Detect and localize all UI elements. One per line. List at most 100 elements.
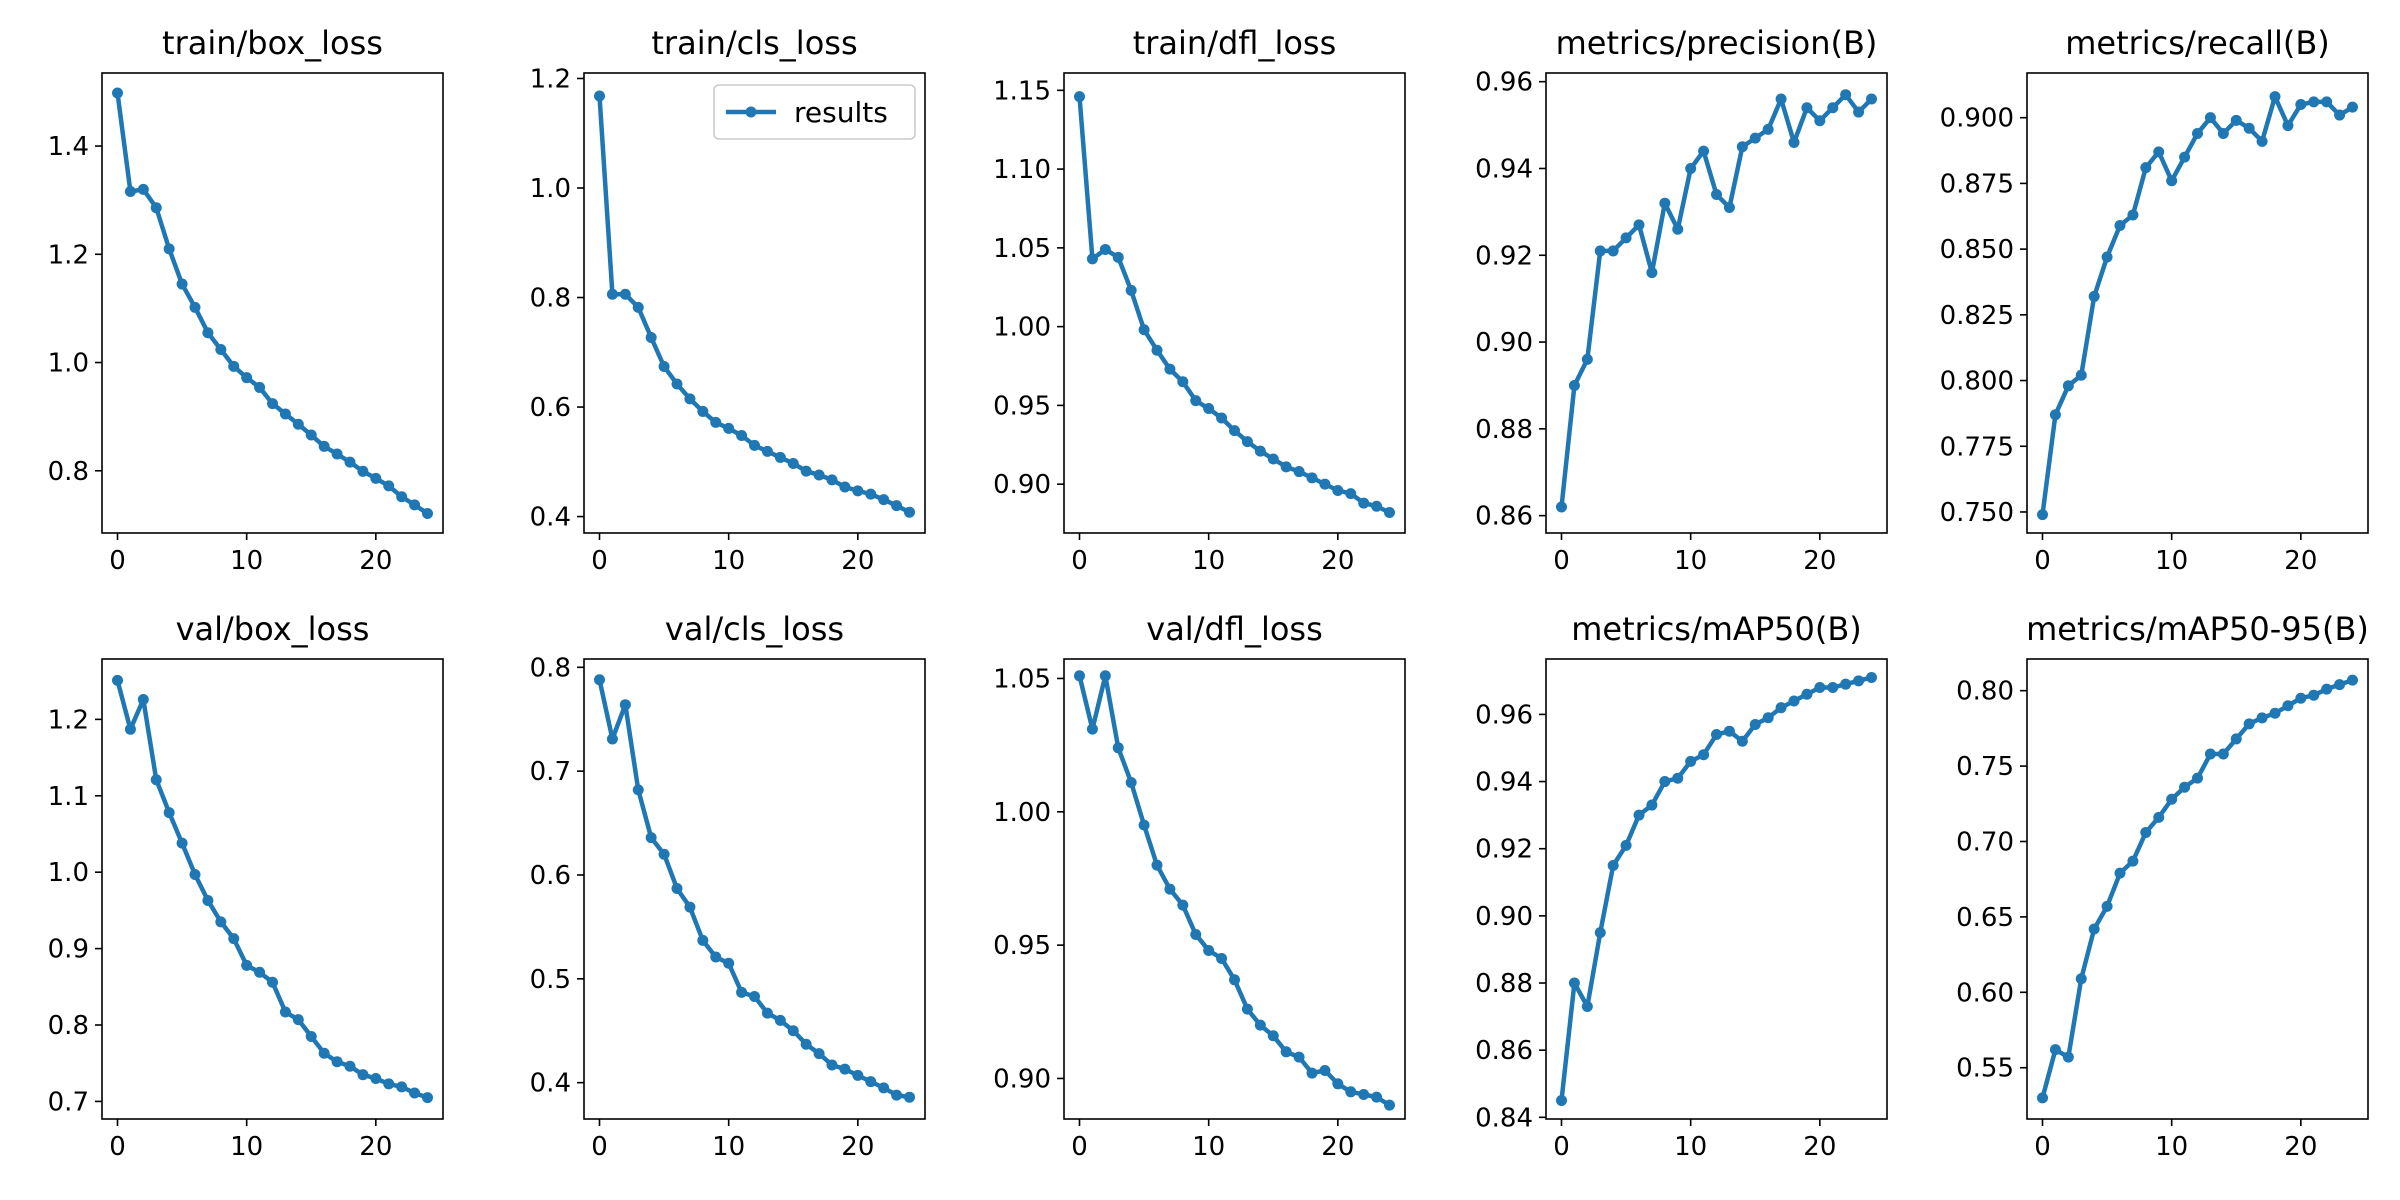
axes-frame bbox=[101, 72, 444, 534]
subplot-title: train/dfl_loss bbox=[1133, 24, 1337, 62]
data-point bbox=[370, 472, 382, 484]
data-point bbox=[1685, 162, 1697, 174]
data-point bbox=[1775, 702, 1787, 714]
data-point bbox=[1698, 145, 1710, 157]
data-point bbox=[1241, 1003, 1253, 1015]
data-point bbox=[645, 832, 657, 844]
data-point bbox=[684, 393, 696, 405]
data-point bbox=[1280, 461, 1292, 473]
subplot-5: metrics/recall(B) 0 10 20 0.750 0.775 0.800 0.8… bbox=[1940, 24, 2369, 576]
series-line bbox=[597, 679, 910, 1100]
data-point bbox=[2230, 733, 2242, 745]
y-tick-label: 0.6 bbox=[530, 861, 571, 891]
data-point bbox=[1254, 1019, 1266, 1031]
data-point bbox=[2204, 112, 2216, 124]
data-point bbox=[723, 422, 735, 434]
y-tick-label: 0.4 bbox=[530, 503, 571, 533]
x-tick-label: 0 bbox=[109, 546, 126, 576]
data-point bbox=[1345, 1086, 1357, 1098]
data-point bbox=[1788, 695, 1800, 707]
data-point bbox=[1698, 749, 1710, 761]
data-point bbox=[344, 1060, 356, 1072]
data-point bbox=[2101, 900, 2113, 912]
data-point bbox=[1229, 425, 1240, 437]
y-tick-label: 0.55 bbox=[1956, 1054, 2014, 1084]
data-point bbox=[279, 408, 291, 420]
data-point bbox=[2321, 683, 2333, 695]
data-point bbox=[710, 951, 722, 963]
data-point bbox=[2295, 99, 2307, 111]
x-tick-label: 20 bbox=[1321, 1132, 1354, 1162]
data-point bbox=[736, 430, 748, 442]
data-point bbox=[383, 480, 395, 492]
data-point bbox=[2088, 923, 2100, 935]
series-line bbox=[1559, 675, 1873, 1101]
y-tick-label: 0.775 bbox=[1940, 432, 2014, 462]
data-point bbox=[787, 457, 799, 469]
x-tick-label: 0 bbox=[591, 546, 608, 576]
data-point bbox=[241, 959, 253, 971]
data-point bbox=[671, 378, 683, 390]
data-point bbox=[1646, 267, 1658, 279]
subplot-title: val/box_loss bbox=[176, 610, 370, 648]
data-point bbox=[723, 957, 735, 969]
y-tick-label: 1.0 bbox=[48, 349, 89, 379]
data-point bbox=[1827, 682, 1839, 694]
axes-frame bbox=[2026, 658, 2369, 1120]
data-point bbox=[1646, 799, 1658, 811]
data-point bbox=[865, 488, 877, 500]
y-tick-label: 1.2 bbox=[530, 64, 571, 94]
data-point bbox=[1736, 735, 1748, 747]
data-point bbox=[2140, 162, 2152, 174]
data-point bbox=[2347, 101, 2358, 113]
data-point bbox=[1749, 718, 1761, 730]
data-point bbox=[383, 1078, 395, 1090]
data-point bbox=[1620, 839, 1632, 851]
x-tick-label: 20 bbox=[359, 1132, 392, 1162]
data-point bbox=[2269, 707, 2281, 719]
data-point bbox=[163, 243, 175, 255]
axes-frame bbox=[1545, 72, 1888, 534]
data-point bbox=[1332, 484, 1344, 496]
data-point bbox=[2204, 748, 2216, 760]
data-point bbox=[1827, 102, 1839, 114]
data-point bbox=[826, 1059, 838, 1071]
series-line bbox=[1559, 92, 1874, 508]
data-point bbox=[1280, 1046, 1292, 1058]
data-point bbox=[1581, 353, 1593, 365]
data-point bbox=[1267, 1030, 1279, 1042]
y-tick-label: 0.9 bbox=[48, 935, 89, 965]
data-point bbox=[852, 485, 864, 497]
data-point bbox=[344, 456, 356, 468]
y-tick-label: 0.95 bbox=[993, 391, 1051, 421]
data-point bbox=[1125, 776, 1137, 788]
data-point bbox=[2049, 409, 2061, 421]
data-point bbox=[2179, 781, 2191, 793]
y-tick-label: 0.90 bbox=[993, 470, 1051, 500]
data-point bbox=[710, 416, 722, 428]
data-point bbox=[422, 1092, 433, 1104]
data-point bbox=[1177, 376, 1189, 388]
data-point bbox=[1203, 403, 1215, 415]
data-point bbox=[645, 332, 657, 343]
data-point bbox=[2321, 96, 2333, 108]
data-point bbox=[2217, 748, 2229, 760]
axes-frame bbox=[1545, 658, 1888, 1120]
data-point bbox=[800, 1038, 812, 1050]
y-tick-label: 0.4 bbox=[530, 1069, 571, 1099]
y-tick-label: 0.6 bbox=[530, 393, 571, 423]
y-tick-label: 0.8 bbox=[48, 1011, 89, 1041]
subplot-9: metrics/mAP50(B) 0 10 20 0.84 0.86 0.88 0.90 0.9… bbox=[1475, 610, 1888, 1162]
y-tick-label: 0.875 bbox=[1940, 169, 2014, 199]
data-point bbox=[2101, 251, 2113, 263]
data-point bbox=[2347, 674, 2358, 686]
data-point bbox=[749, 990, 760, 1002]
data-point bbox=[1293, 1051, 1305, 1063]
series-line bbox=[1077, 673, 1391, 1108]
y-tick-label: 0.70 bbox=[1956, 827, 2014, 857]
x-tick-label: 0 bbox=[1553, 1132, 1570, 1162]
y-tick-label: 0.92 bbox=[1475, 241, 1533, 271]
data-point bbox=[2166, 175, 2178, 187]
series-line bbox=[115, 92, 429, 516]
